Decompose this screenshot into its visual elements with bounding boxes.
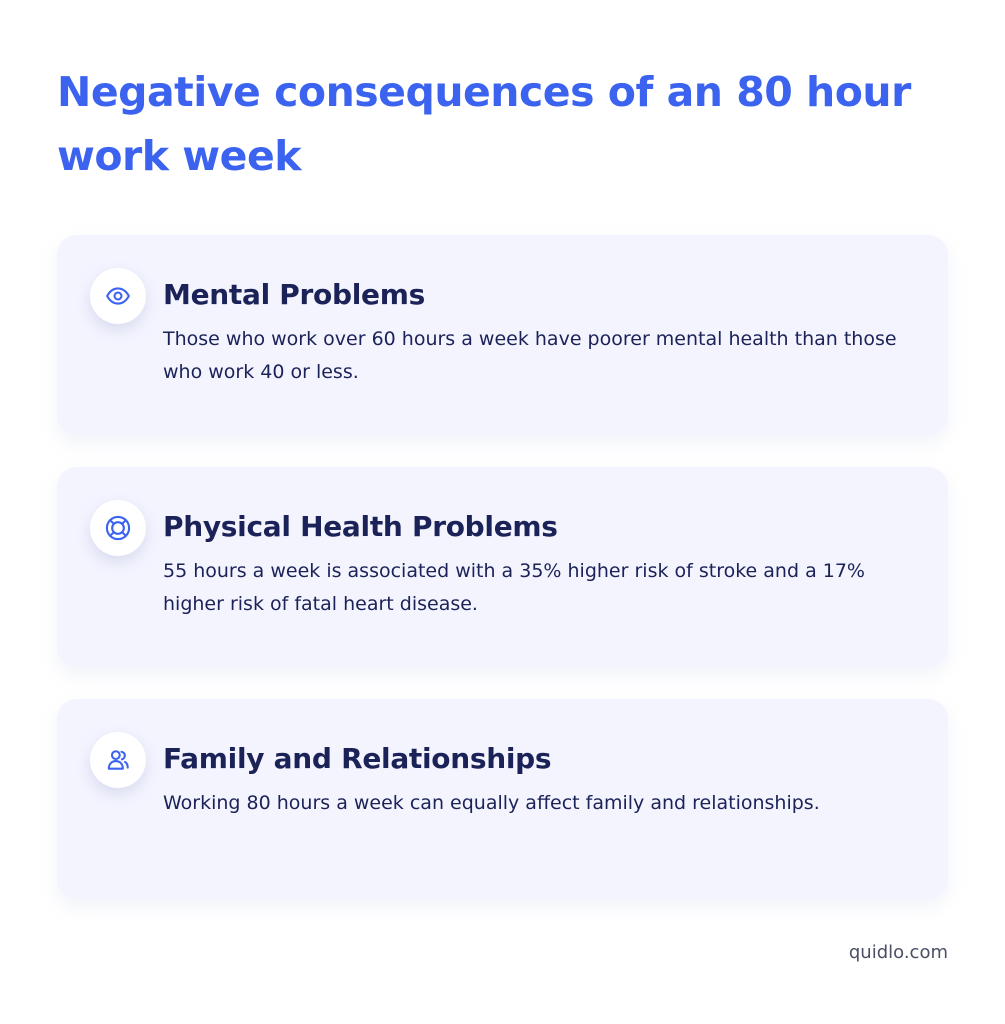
eye-icon (90, 268, 146, 324)
card-text: 55 hours a week is associated with a 35%… (163, 560, 865, 615)
footer-brand: quidlo.com (848, 942, 948, 963)
card-heading: Mental Problems (163, 278, 425, 311)
card-physical-health-problems: Physical Health Problems 55 hours a week… (57, 467, 948, 667)
card-text: Those who work over 60 hours a week have… (163, 328, 897, 383)
page-title: Negative consequences of an 80 hour work… (57, 68, 911, 180)
card-family-and-relationships: Family and Relationships Working 80 hour… (57, 699, 948, 899)
card-heading: Family and Relationships (163, 742, 552, 775)
users-icon (90, 732, 146, 788)
card-mental-problems: Mental Problems Those who work over 60 h… (57, 235, 948, 435)
card-text: Working 80 hours a week can equally affe… (163, 792, 820, 814)
lifebuoy-icon (90, 500, 146, 556)
card-heading: Physical Health Problems (163, 510, 558, 543)
